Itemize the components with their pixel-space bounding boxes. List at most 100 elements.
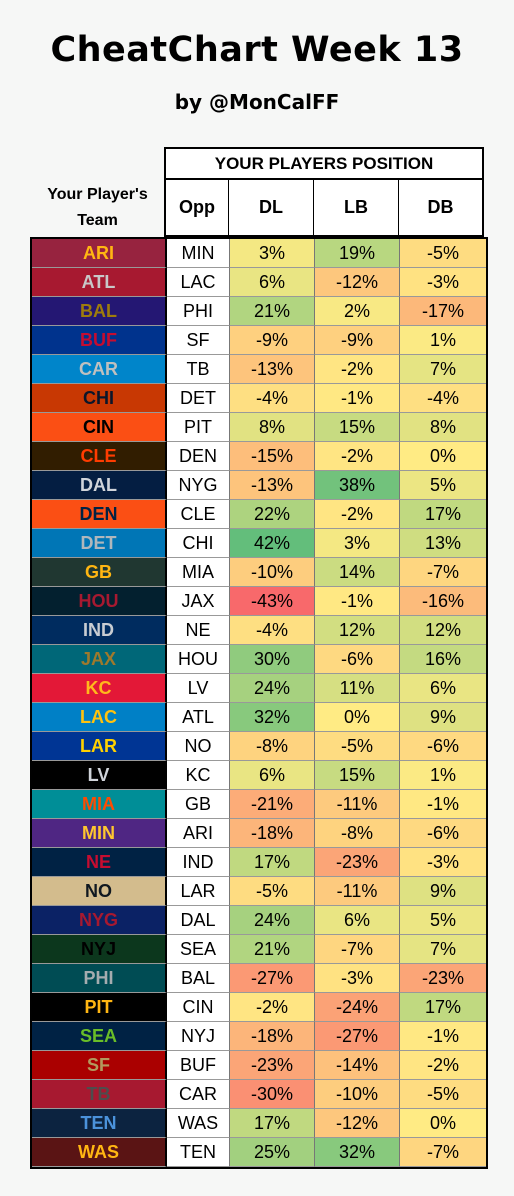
db-value-cell: 16% [400, 645, 486, 674]
lb-value-cell: -14% [315, 1051, 400, 1080]
dl-value-cell: -2% [230, 993, 315, 1022]
opp-cell: CLE [167, 500, 230, 529]
db-value-cell: 9% [400, 877, 486, 906]
opp-cell: PIT [167, 413, 230, 442]
team-cell: BUF [32, 326, 167, 355]
dl-value-cell: -4% [230, 616, 315, 645]
opp-cell: SEA [167, 935, 230, 964]
dl-value-cell: -10% [230, 558, 315, 587]
db-value-cell: -4% [400, 384, 486, 413]
db-value-cell: -3% [400, 268, 486, 297]
lb-value-cell: 11% [315, 674, 400, 703]
dl-value-cell: 3% [230, 239, 315, 268]
team-cell: NYJ [32, 935, 167, 964]
team-cell: DET [32, 529, 167, 558]
dl-value-cell: 17% [230, 1109, 315, 1138]
team-cell: WAS [32, 1138, 167, 1167]
table-row: SF BUF -23% -14% -2% [32, 1051, 486, 1080]
dl-value-cell: 8% [230, 413, 315, 442]
lb-value-cell: 32% [315, 1138, 400, 1167]
lb-value-cell: 14% [315, 558, 400, 587]
db-value-cell: 0% [400, 442, 486, 471]
opp-cell: NE [167, 616, 230, 645]
team-cell: GB [32, 558, 167, 587]
opp-cell: BUF [167, 1051, 230, 1080]
lb-value-cell: 12% [315, 616, 400, 645]
dl-value-cell: 6% [230, 761, 315, 790]
team-cell: NE [32, 848, 167, 877]
team-cell: CIN [32, 413, 167, 442]
position-group-header: YOUR PLAYERS POSITION [164, 147, 484, 180]
lb-value-cell: -1% [315, 587, 400, 616]
db-column-header: DB [427, 197, 454, 217]
opp-cell: NYJ [167, 1022, 230, 1051]
db-value-cell: -2% [400, 1051, 486, 1080]
dl-value-cell: 17% [230, 848, 315, 877]
db-value-cell: 9% [400, 703, 486, 732]
dl-value-cell: -23% [230, 1051, 315, 1080]
table-row: KC LV 24% 11% 6% [32, 674, 486, 703]
opp-cell: CIN [167, 993, 230, 1022]
table-row: HOU JAX -43% -1% -16% [32, 587, 486, 616]
team-cell: NO [32, 877, 167, 906]
table-row: CAR TB -13% -2% 7% [32, 355, 486, 384]
lb-value-cell: 6% [315, 906, 400, 935]
team-cell: CHI [32, 384, 167, 413]
opp-cell: BAL [167, 964, 230, 993]
db-value-cell: 6% [400, 674, 486, 703]
team-cell: LAC [32, 703, 167, 732]
db-value-cell: 12% [400, 616, 486, 645]
opp-cell: NYG [167, 471, 230, 500]
dl-value-cell: 22% [230, 500, 315, 529]
team-cell: JAX [32, 645, 167, 674]
lb-value-cell: -11% [315, 790, 400, 819]
db-value-cell: -7% [400, 558, 486, 587]
team-cell: MIA [32, 790, 167, 819]
opp-cell: CAR [167, 1080, 230, 1109]
table-row: CHI DET -4% -1% -4% [32, 384, 486, 413]
opp-cell: KC [167, 761, 230, 790]
opp-cell: LV [167, 674, 230, 703]
lb-value-cell: -7% [315, 935, 400, 964]
dl-value-cell: -15% [230, 442, 315, 471]
opp-cell: JAX [167, 587, 230, 616]
dl-value-cell: -30% [230, 1080, 315, 1109]
opp-cell: TB [167, 355, 230, 384]
opp-cell: MIA [167, 558, 230, 587]
opp-cell: IND [167, 848, 230, 877]
opp-cell: LAR [167, 877, 230, 906]
dl-value-cell: 24% [230, 906, 315, 935]
team-cell: TEN [32, 1109, 167, 1138]
team-cell: SEA [32, 1022, 167, 1051]
lb-value-cell: -11% [315, 877, 400, 906]
table-row: DEN CLE 22% -2% 17% [32, 500, 486, 529]
team-cell: SF [32, 1051, 167, 1080]
db-value-cell: -3% [400, 848, 486, 877]
dl-value-cell: 25% [230, 1138, 315, 1167]
opp-cell: NO [167, 732, 230, 761]
table-row: BUF SF -9% -9% 1% [32, 326, 486, 355]
lb-value-cell: 0% [315, 703, 400, 732]
team-cell: CAR [32, 355, 167, 384]
team-cell: DEN [32, 500, 167, 529]
table-row: LAR NO -8% -5% -6% [32, 732, 486, 761]
table-row: PIT CIN -2% -24% 17% [32, 993, 486, 1022]
db-value-cell: -6% [400, 732, 486, 761]
db-value-cell: 0% [400, 1109, 486, 1138]
opp-cell: GB [167, 790, 230, 819]
lb-value-cell: -2% [315, 355, 400, 384]
dl-value-cell: -9% [230, 326, 315, 355]
table-row: ATL LAC 6% -12% -3% [32, 268, 486, 297]
db-value-cell: 17% [400, 993, 486, 1022]
dl-value-cell: -4% [230, 384, 315, 413]
dl-value-cell: 42% [230, 529, 315, 558]
table-row: WAS TEN 25% 32% -7% [32, 1138, 486, 1167]
table-row: GB MIA -10% 14% -7% [32, 558, 486, 587]
dl-value-cell: 21% [230, 297, 315, 326]
opp-cell: ATL [167, 703, 230, 732]
opp-cell: MIN [167, 239, 230, 268]
dl-value-cell: -13% [230, 471, 315, 500]
team-cell: TB [32, 1080, 167, 1109]
db-value-cell: -7% [400, 1138, 486, 1167]
opp-cell: PHI [167, 297, 230, 326]
